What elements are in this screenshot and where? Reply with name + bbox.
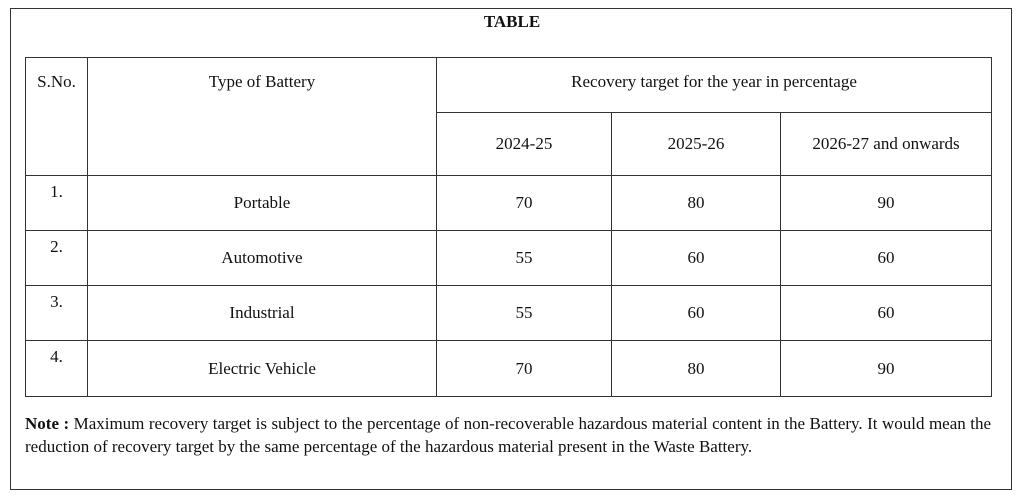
note-text: Maximum recovery target is subject to th… bbox=[25, 414, 991, 456]
header-row: S.No. Type of Battery Recovery target fo… bbox=[25, 57, 993, 176]
table-cell: 60 bbox=[611, 285, 781, 341]
table: S.No. Type of Battery Recovery target fo… bbox=[25, 57, 993, 397]
table-cell: 60 bbox=[779, 230, 993, 286]
header-cell: 2026-27 and onwards bbox=[779, 112, 993, 176]
header-cell: Type of Battery bbox=[87, 57, 437, 176]
table-body: S.No. Type of Battery Recovery target fo… bbox=[25, 57, 993, 397]
table-cell: 60 bbox=[779, 285, 993, 341]
table-cell: 90 bbox=[779, 340, 993, 397]
frame bbox=[10, 8, 1012, 490]
table-cell: 55 bbox=[436, 285, 612, 341]
table-cell: 55 bbox=[436, 230, 612, 286]
table-cell: 3. bbox=[25, 285, 88, 341]
header-cell: 2024-25 bbox=[436, 112, 612, 176]
note-label: Note : bbox=[25, 414, 70, 433]
title: TABLE bbox=[483, 12, 541, 31]
table-row: 4. Electric Vehicle 70 80 90 bbox=[25, 340, 993, 397]
table-cell: Electric Vehicle bbox=[87, 340, 437, 397]
table-cell: 70 bbox=[436, 340, 612, 397]
table-cell: 80 bbox=[611, 175, 781, 231]
table-cell: 1. bbox=[25, 175, 88, 231]
header-cell: S.No. bbox=[25, 57, 88, 176]
table-row: 1. Portable 70 80 90 bbox=[25, 175, 993, 231]
table-row: 2. Automotive 55 60 60 bbox=[25, 230, 993, 286]
table-cell: 2. bbox=[25, 230, 88, 286]
header-row: 2024-25 2025-26 2026-27 and onwards bbox=[26, 112, 993, 176]
table-row: 3. Industrial 55 60 60 bbox=[25, 285, 993, 341]
table-cell: 70 bbox=[436, 175, 612, 231]
header-cell: Recovery target for the year in percenta… bbox=[435, 57, 993, 113]
table-cell: Automotive bbox=[87, 230, 437, 286]
table-cell: Portable bbox=[87, 175, 437, 231]
table-cell: 60 bbox=[611, 230, 781, 286]
table-cell: Industrial bbox=[87, 285, 437, 341]
header-cell: 2025-26 bbox=[611, 112, 781, 176]
table-cell: 90 bbox=[779, 175, 993, 231]
table-cell: 4. bbox=[25, 340, 88, 397]
note: Note : Maximum recovery target is subjec… bbox=[25, 412, 991, 458]
table-cell: 80 bbox=[611, 340, 781, 397]
